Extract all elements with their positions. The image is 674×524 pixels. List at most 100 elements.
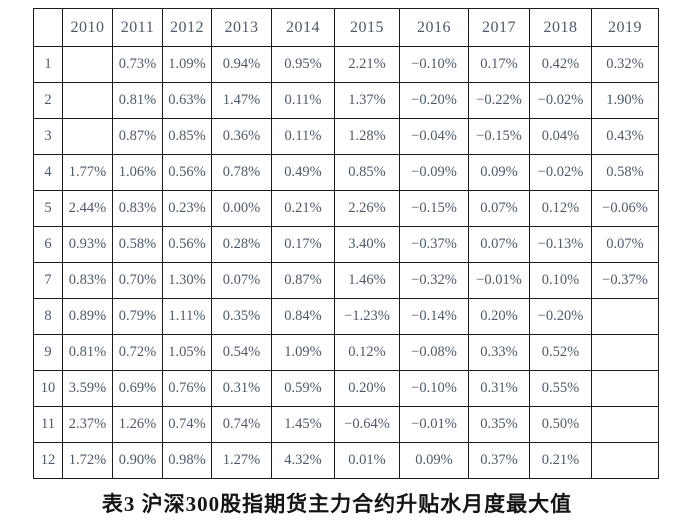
value-cell: 1.06% <box>112 154 163 191</box>
value-cell: 0.21% <box>529 442 592 479</box>
value-cell: 1.11% <box>162 298 212 335</box>
value-cell: 0.55% <box>529 370 592 407</box>
year-header-cell: 2018 <box>529 8 592 47</box>
value-cell: 0.12% <box>334 334 400 371</box>
value-cell: 0.69% <box>112 370 163 407</box>
value-cell <box>62 46 113 83</box>
value-cell: 1.45% <box>271 406 335 443</box>
value-cell: 0.07% <box>468 226 530 263</box>
value-cell: 0.00% <box>211 190 272 227</box>
value-cell: 2.44% <box>62 190 113 227</box>
value-cell: 1.46% <box>334 262 400 299</box>
value-cell: −0.10% <box>399 370 469 407</box>
value-cell: 0.56% <box>162 226 212 263</box>
value-cell: 2.37% <box>62 406 113 443</box>
value-cell: 3.40% <box>334 226 400 263</box>
value-cell: −0.37% <box>399 226 469 263</box>
year-header-cell: 2013 <box>211 8 272 47</box>
table-row: 2 0.81% 0.63% 1.47% 0.11% 1.37% −0.20% −0.22% −0… <box>33 82 659 119</box>
value-cell: −0.06% <box>591 190 659 227</box>
value-cell: 1.77% <box>62 154 113 191</box>
value-cell: 0.32% <box>591 46 659 83</box>
value-cell: 0.85% <box>334 154 400 191</box>
table-row: 3 0.87% 0.85% 0.36% 0.11% 1.28% −0.04% −0.15% 0.… <box>33 118 659 155</box>
value-cell: −0.02% <box>529 82 592 119</box>
value-cell: 0.49% <box>271 154 335 191</box>
value-cell: −0.01% <box>399 406 469 443</box>
table-row: 7 0.83% 0.70% 1.30% 0.07% 0.87% 1.46% −0.32% −0.… <box>33 262 659 299</box>
value-cell: 0.59% <box>271 370 335 407</box>
value-cell: 0.95% <box>271 46 335 83</box>
table-body: 1 0.73% 1.09% 0.94% 0.95% 2.21% −0.10% 0.17% 0.4… <box>33 46 659 479</box>
value-cell: 1.72% <box>62 442 113 479</box>
year-header-cell: 2012 <box>162 8 212 47</box>
value-cell: 1.90% <box>591 82 659 119</box>
value-cell: 0.01% <box>334 442 400 479</box>
value-cell: −0.22% <box>468 82 530 119</box>
value-cell <box>591 406 659 443</box>
month-label-cell: 12 <box>33 442 63 479</box>
value-cell: 0.17% <box>271 226 335 263</box>
value-cell: −0.32% <box>399 262 469 299</box>
table-row: 1 0.73% 1.09% 0.94% 0.95% 2.21% −0.10% 0.17% 0.4… <box>33 46 659 83</box>
month-label-cell: 6 <box>33 226 63 263</box>
value-cell: 1.47% <box>211 82 272 119</box>
value-cell: −0.10% <box>399 46 469 83</box>
year-header-cell: 2016 <box>399 8 469 47</box>
value-cell: 0.89% <box>62 298 113 335</box>
table-row: 4 1.77% 1.06% 0.56% 0.78% 0.49% 0.85% −0.09% 0.0… <box>33 154 659 191</box>
table-caption: 表3 沪深300股指期货主力合约升贴水月度最大值 <box>101 492 573 516</box>
value-cell: 0.84% <box>271 298 335 335</box>
value-cell: 0.35% <box>468 406 530 443</box>
month-label-cell: 7 <box>33 262 63 299</box>
value-cell: 2.21% <box>334 46 400 83</box>
value-cell: 0.35% <box>211 298 272 335</box>
month-label-cell: 11 <box>33 406 63 443</box>
value-cell: 1.28% <box>334 118 400 155</box>
value-cell: 0.31% <box>211 370 272 407</box>
value-cell: 0.11% <box>271 82 335 119</box>
value-cell: 0.72% <box>112 334 163 371</box>
value-cell: −0.08% <box>399 334 469 371</box>
value-cell: 0.58% <box>591 154 659 191</box>
value-cell: 4.32% <box>271 442 335 479</box>
year-header-cell: 2011 <box>112 8 163 47</box>
value-cell <box>591 442 659 479</box>
month-label-cell: 1 <box>33 46 63 83</box>
value-cell: 0.98% <box>162 442 212 479</box>
value-cell: 1.26% <box>112 406 163 443</box>
month-label-cell: 3 <box>33 118 63 155</box>
table-row: 5 2.44% 0.83% 0.23% 0.00% 0.21% 2.26% −0.15% 0.0… <box>33 190 659 227</box>
value-cell <box>62 82 113 119</box>
month-label-cell: 5 <box>33 190 63 227</box>
table-row: 6 0.93% 0.58% 0.56% 0.28% 0.17% 3.40% −0.37% 0.0… <box>33 226 659 263</box>
value-cell: 1.37% <box>334 82 400 119</box>
value-cell: −0.04% <box>399 118 469 155</box>
value-cell: 0.83% <box>112 190 163 227</box>
value-cell: 0.36% <box>211 118 272 155</box>
value-cell: 0.21% <box>271 190 335 227</box>
value-cell <box>591 298 659 335</box>
table-row: 12 1.72% 0.90% 0.98% 1.27% 4.32% 0.01% 0.09% 0.3… <box>33 442 659 479</box>
value-cell <box>62 118 113 155</box>
value-cell: 1.09% <box>271 334 335 371</box>
month-label-cell: 4 <box>33 154 63 191</box>
value-cell: 0.20% <box>334 370 400 407</box>
value-cell: 0.43% <box>591 118 659 155</box>
data-table: 2010 2011 2012 2013 2014 2015 2016 2017 2018 2019… <box>33 8 659 479</box>
value-cell <box>591 370 659 407</box>
table-row: 11 2.37% 1.26% 0.74% 0.74% 1.45% −0.64% −0.01% 0… <box>33 406 659 443</box>
value-cell: 0.63% <box>162 82 212 119</box>
value-cell: 0.07% <box>591 226 659 263</box>
value-cell: 0.12% <box>529 190 592 227</box>
value-cell: −0.14% <box>399 298 469 335</box>
value-cell: 0.31% <box>468 370 530 407</box>
year-header-cell: 2019 <box>591 8 659 47</box>
value-cell: −0.15% <box>468 118 530 155</box>
value-cell: 0.07% <box>468 190 530 227</box>
value-cell: 1.27% <box>211 442 272 479</box>
value-cell: 0.85% <box>162 118 212 155</box>
month-label-cell: 8 <box>33 298 63 335</box>
value-cell: −0.15% <box>399 190 469 227</box>
